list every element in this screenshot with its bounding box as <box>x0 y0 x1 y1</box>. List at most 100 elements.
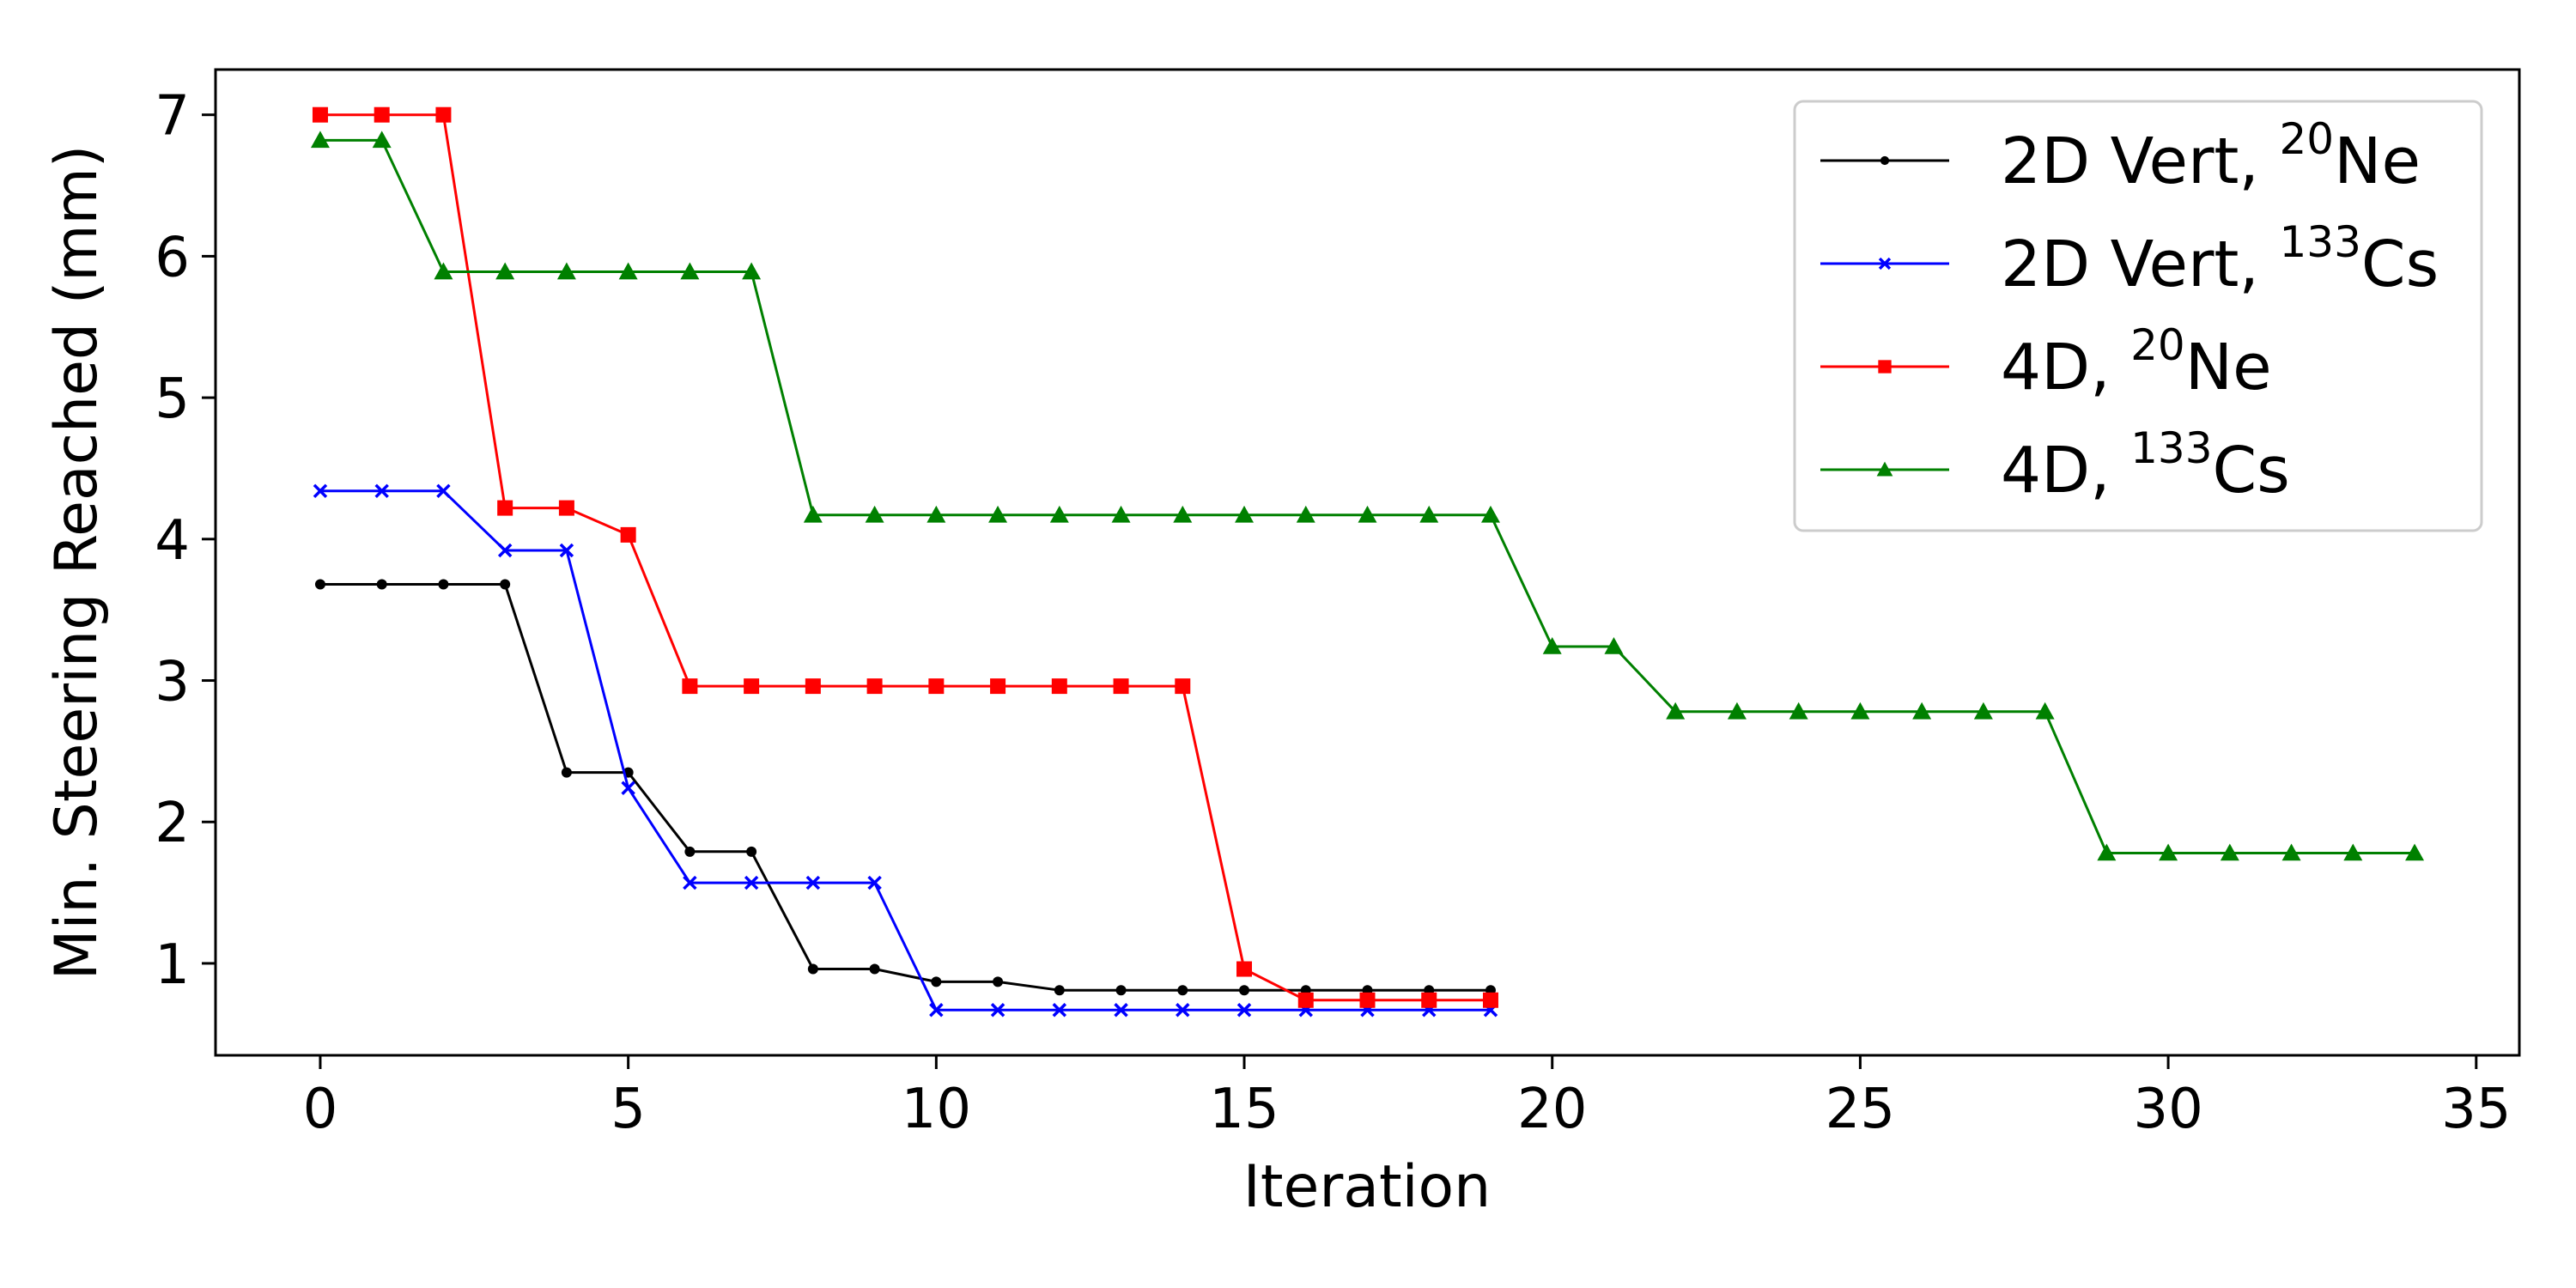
legend-label: 2D Vert, 133Cs <box>2001 217 2439 301</box>
data-point <box>990 1003 1005 1018</box>
legend-label: 4D, 20Ne <box>2001 320 2272 404</box>
y-axis-label: Min. Steering Reached (mm) <box>43 145 111 980</box>
data-point <box>556 262 576 280</box>
data-point <box>2097 843 2117 861</box>
data-point <box>1236 1003 1252 1018</box>
x-tick-label: 30 <box>2133 1078 2202 1141</box>
legend-entry: 2D Vert, 20Ne <box>1820 114 2421 198</box>
data-point <box>865 505 884 523</box>
data-point <box>372 131 392 149</box>
series-layer <box>310 106 2425 1018</box>
legend-box <box>1793 100 2483 532</box>
data-point <box>1049 505 1069 523</box>
data-point <box>805 875 821 890</box>
data-point <box>2220 843 2239 861</box>
data-point <box>805 678 821 695</box>
x-tick-label: 15 <box>1209 1078 1279 1141</box>
data-point <box>931 976 942 987</box>
legend-marker <box>1878 257 1892 270</box>
data-point <box>2281 843 2301 861</box>
data-point <box>1175 678 1191 695</box>
data-point <box>312 106 328 123</box>
data-point <box>310 131 330 149</box>
data-point <box>435 106 452 123</box>
y-tick-label: 7 <box>155 85 190 149</box>
data-point <box>1850 702 1870 720</box>
y-tick-label: 5 <box>155 368 190 431</box>
data-point <box>744 875 759 890</box>
data-point <box>436 483 451 499</box>
data-point <box>1421 992 1437 1008</box>
y-axis-ticks: 1 2 3 4 5 6 7 <box>155 85 216 997</box>
data-point <box>438 579 449 590</box>
plot-frame <box>214 68 2521 1057</box>
data-point <box>683 875 697 890</box>
data-point <box>1666 702 1686 720</box>
legend-marker <box>1878 360 1892 374</box>
x-axis-ticks: 0 5 10 15 20 25 30 35 <box>303 1055 2512 1141</box>
data-point <box>803 505 823 523</box>
data-point <box>867 875 882 890</box>
x-tick-label: 0 <box>303 1078 338 1141</box>
data-point <box>1727 702 1747 720</box>
data-point <box>313 483 328 499</box>
legend-entry: 4D, 133Cs <box>1820 423 2290 507</box>
data-point <box>621 781 635 795</box>
data-point <box>1973 702 1993 720</box>
data-point <box>1236 961 1253 977</box>
data-point <box>559 543 574 558</box>
data-point <box>1114 1003 1128 1018</box>
series-line <box>320 583 1491 992</box>
data-point <box>684 846 696 857</box>
data-point <box>1789 702 1808 720</box>
data-point <box>1359 992 1376 1008</box>
x-tick-label: 35 <box>2441 1078 2511 1141</box>
data-point <box>1358 505 1377 523</box>
y-tick-label: 6 <box>155 226 190 289</box>
data-point <box>376 579 387 590</box>
data-point <box>807 963 818 975</box>
data-point <box>744 678 760 695</box>
data-point <box>561 767 572 778</box>
data-point <box>314 579 325 590</box>
data-point <box>1111 505 1131 523</box>
data-point <box>2159 843 2178 861</box>
data-point <box>869 963 880 975</box>
data-point <box>1604 637 1624 654</box>
data-point <box>1912 702 1932 720</box>
data-point <box>927 505 946 523</box>
x-tick-label: 5 <box>611 1078 646 1141</box>
data-point <box>1297 992 1314 1008</box>
x-tick-label: 25 <box>1826 1078 1895 1141</box>
x-axis-label: Iteration <box>1243 1153 1491 1221</box>
data-point <box>1173 505 1193 523</box>
legend: 2D Vert, 20Ne 2D Vert, 133Cs 4D, 20Ne 4D, 1… <box>1793 100 2483 532</box>
data-point <box>497 543 513 558</box>
series-line <box>320 489 1491 1012</box>
legend-marker <box>1880 155 1890 166</box>
data-point <box>993 976 1004 987</box>
legend-label: 4D, 133Cs <box>2001 423 2290 507</box>
data-point <box>1480 505 1500 523</box>
data-point <box>434 262 453 280</box>
legend-entry: 2D Vert, 133Cs <box>1820 217 2439 301</box>
data-point <box>929 1003 944 1018</box>
data-point <box>2035 702 2055 720</box>
data-point <box>497 500 513 516</box>
data-point <box>1296 505 1315 523</box>
data-point <box>1176 1003 1190 1018</box>
data-point <box>618 262 638 280</box>
data-point <box>2343 843 2363 861</box>
y-tick-label: 1 <box>155 933 190 997</box>
series-4 <box>310 131 2425 861</box>
y-tick-label: 3 <box>155 651 190 714</box>
data-point <box>1054 985 1065 996</box>
series-1 <box>314 579 1496 996</box>
x-tick-label: 20 <box>1517 1078 1587 1141</box>
data-point <box>1052 1003 1067 1018</box>
legend-entry: 4D, 20Ne <box>1820 320 2272 404</box>
data-point <box>682 678 698 695</box>
data-point <box>500 579 511 590</box>
data-point <box>1113 678 1129 695</box>
